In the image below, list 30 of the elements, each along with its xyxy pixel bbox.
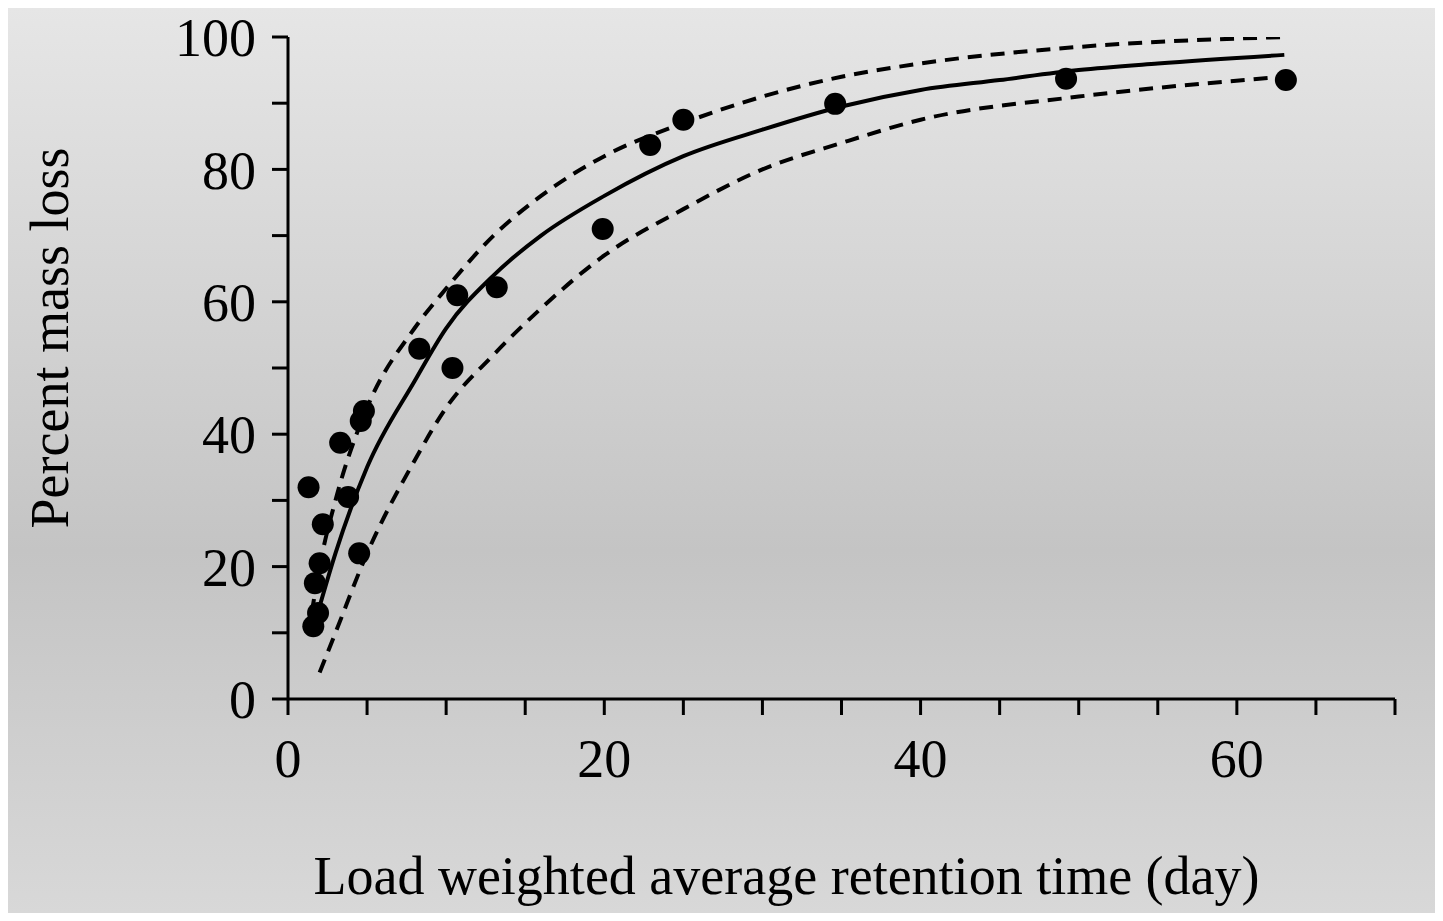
point — [446, 284, 469, 307]
point — [441, 357, 464, 379]
y-tick-label: 20 — [202, 537, 256, 598]
point — [1055, 67, 1078, 90]
point — [297, 476, 320, 499]
point — [348, 542, 371, 565]
x-tick-label: 20 — [577, 729, 632, 790]
point — [1274, 69, 1297, 92]
point — [485, 276, 508, 299]
point — [311, 513, 334, 536]
point — [591, 217, 614, 240]
x-tick-label: 40 — [893, 729, 948, 790]
point — [329, 431, 352, 454]
y-tick-label: 80 — [202, 140, 256, 201]
point — [337, 486, 360, 509]
y-tick-label: 40 — [202, 405, 256, 466]
x-axis-title: Load weighted average retention time (day) — [312, 846, 1261, 906]
point — [639, 133, 662, 156]
point — [824, 92, 847, 115]
x-tick-label: 0 — [274, 729, 302, 790]
x-tick-label: 60 — [1209, 729, 1264, 790]
point — [302, 615, 325, 638]
point — [308, 552, 331, 575]
y-tick-label: 60 — [202, 272, 256, 333]
point — [672, 108, 695, 131]
point — [303, 572, 326, 595]
y-tick-label: 100 — [175, 8, 256, 69]
y-axis-title: Percent mass loss — [20, 147, 80, 529]
y-tick-label: 0 — [229, 670, 256, 731]
point — [408, 337, 431, 360]
